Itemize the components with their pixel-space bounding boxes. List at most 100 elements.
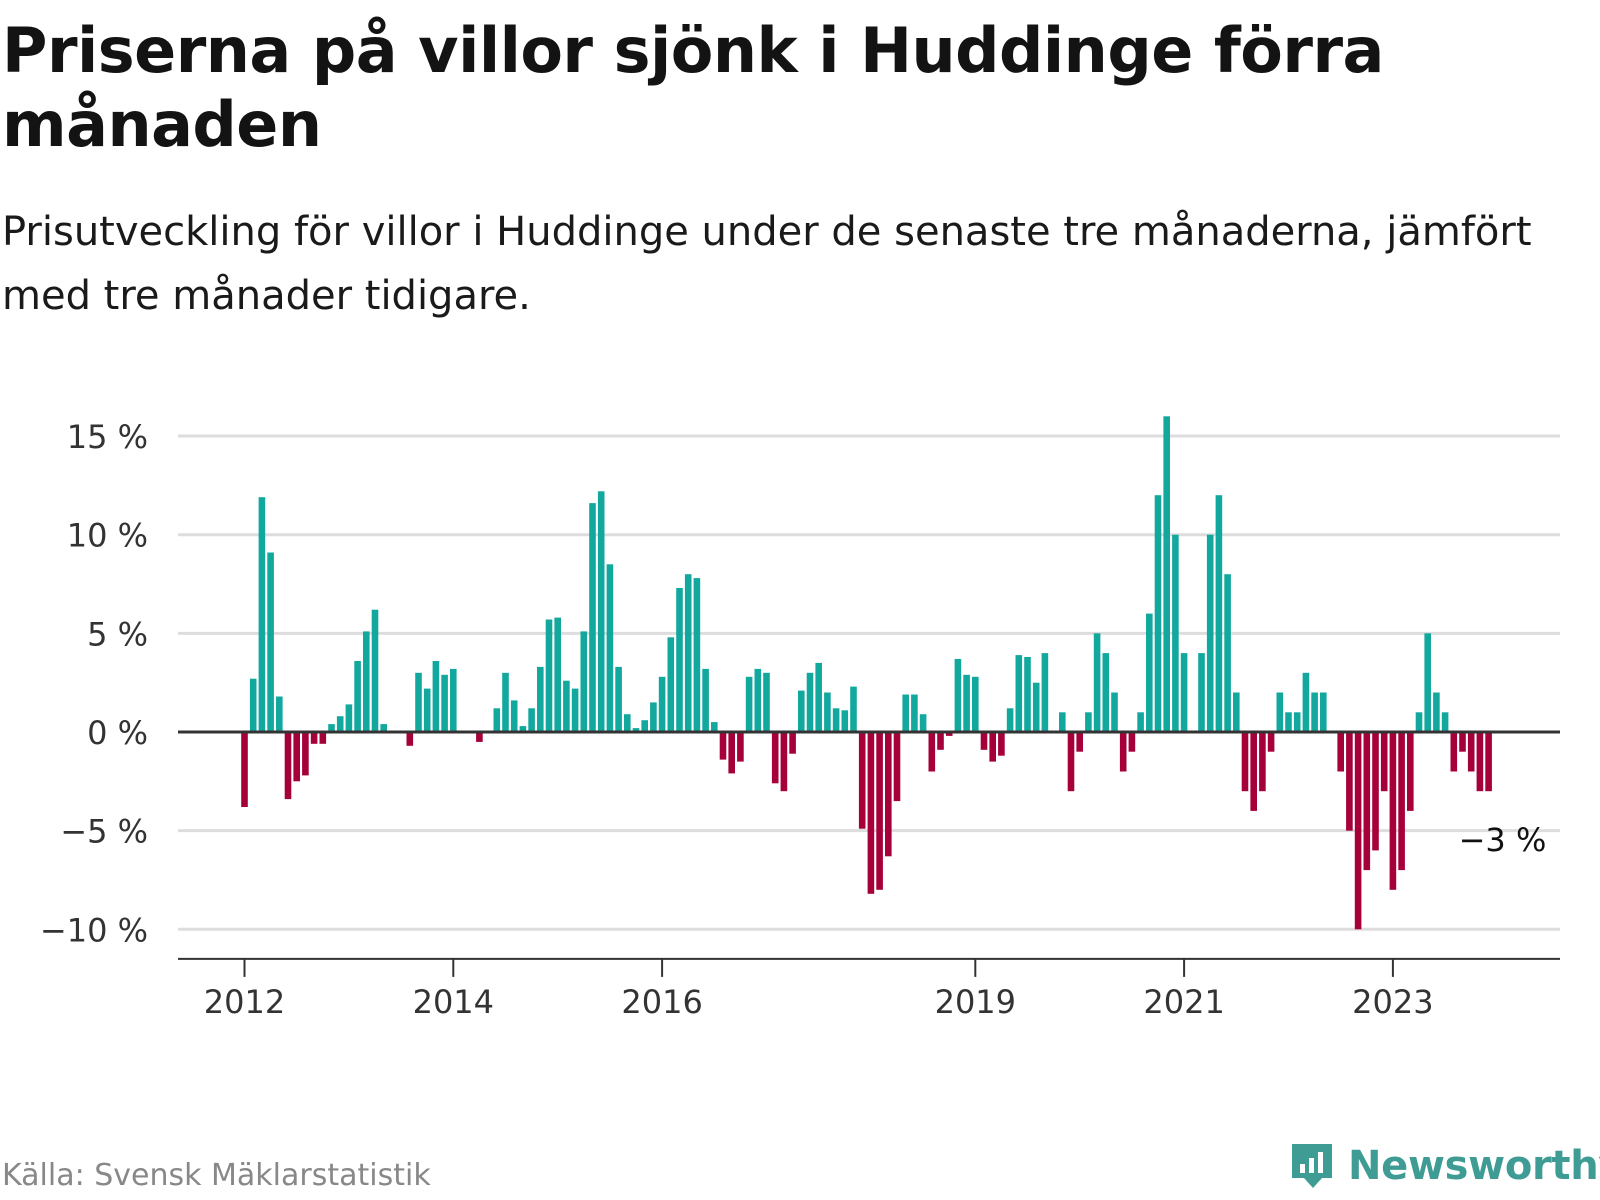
bar (1059, 712, 1066, 732)
bar (1180, 653, 1188, 732)
bar (415, 672, 422, 732)
bar (528, 708, 535, 732)
bar (876, 732, 883, 890)
bar (302, 732, 309, 776)
bar (963, 674, 970, 732)
x-tick-label: 2012 (204, 983, 285, 1021)
bar (1293, 712, 1301, 732)
bar (1206, 534, 1214, 732)
newsworthy-logo-icon (1292, 1144, 1332, 1188)
bar (615, 666, 622, 732)
bar (519, 726, 527, 732)
bar (1354, 732, 1362, 930)
y-tick-label: −10 % (40, 911, 148, 949)
bar (1433, 692, 1440, 732)
bar (1119, 732, 1127, 772)
bar (632, 728, 640, 732)
bar (684, 574, 692, 732)
bar (1067, 732, 1075, 792)
bar (711, 722, 718, 732)
bar (1476, 732, 1484, 792)
bar (1398, 732, 1405, 871)
bar (650, 702, 657, 732)
bar (554, 617, 561, 732)
bar (763, 672, 770, 732)
bar (563, 680, 570, 732)
bar (1015, 655, 1023, 732)
bar (1085, 712, 1092, 732)
bar (293, 732, 300, 782)
brand-logo[interactable]: Newsworthy (1288, 1140, 1600, 1192)
bar (249, 678, 257, 732)
bar (1137, 712, 1144, 732)
bar (1389, 732, 1397, 890)
bar (745, 676, 753, 732)
bar (885, 732, 892, 857)
bar (1215, 495, 1223, 732)
bar (450, 668, 457, 732)
bar (258, 497, 266, 732)
bar (624, 714, 631, 732)
bars (241, 416, 1492, 930)
bar (1163, 416, 1170, 732)
bar (989, 732, 996, 762)
last-value-annotation: −3 % (1459, 821, 1547, 859)
bar (1146, 613, 1153, 732)
bar (850, 686, 857, 732)
bar (719, 732, 727, 760)
bar (328, 724, 335, 732)
bar (545, 619, 553, 732)
chart-subtitle: Prisutveckling för villor i Huddinge und… (2, 209, 1532, 319)
source-note: Källa: Svensk Mäklarstatistik (2, 1158, 431, 1193)
bar (1233, 692, 1240, 732)
bar (1093, 633, 1101, 732)
bar (580, 631, 588, 732)
bar (1032, 682, 1040, 732)
y-tick-label: 5 % (87, 615, 148, 653)
bar (1302, 672, 1310, 732)
bar (336, 716, 344, 732)
bar (858, 732, 866, 829)
bar (1441, 712, 1449, 732)
bar (597, 491, 605, 732)
bar (423, 688, 431, 732)
bar (789, 732, 796, 754)
bar (841, 710, 849, 732)
axes (178, 730, 1560, 977)
x-tick-label: 2019 (935, 983, 1016, 1021)
bar (911, 694, 918, 732)
bar (363, 631, 370, 732)
bar (658, 676, 666, 732)
bar (276, 696, 283, 732)
bar (319, 732, 327, 744)
bar (1041, 653, 1049, 732)
bar (1363, 732, 1371, 871)
bar (832, 708, 840, 732)
bar (589, 503, 596, 732)
bar (1241, 732, 1249, 792)
bar (1346, 732, 1353, 831)
bar (493, 708, 501, 732)
bar (241, 732, 248, 807)
bar (737, 732, 744, 762)
bar (267, 552, 274, 732)
bar (1285, 712, 1292, 732)
bar (902, 694, 909, 732)
bar (606, 564, 614, 732)
bar (1380, 732, 1388, 792)
bar (1424, 633, 1431, 732)
bar (1311, 692, 1318, 732)
x-tick-label: 2014 (413, 983, 494, 1021)
bar (284, 732, 292, 800)
y-tick-label: 15 % (67, 418, 148, 456)
bar (641, 720, 648, 732)
bar (310, 732, 318, 744)
bar (1415, 712, 1423, 732)
bar (893, 732, 901, 802)
bar (1024, 657, 1031, 732)
bar (1259, 732, 1266, 792)
bar (1102, 653, 1110, 732)
bar (1337, 732, 1344, 772)
bar (510, 700, 518, 732)
bar (1224, 574, 1231, 732)
